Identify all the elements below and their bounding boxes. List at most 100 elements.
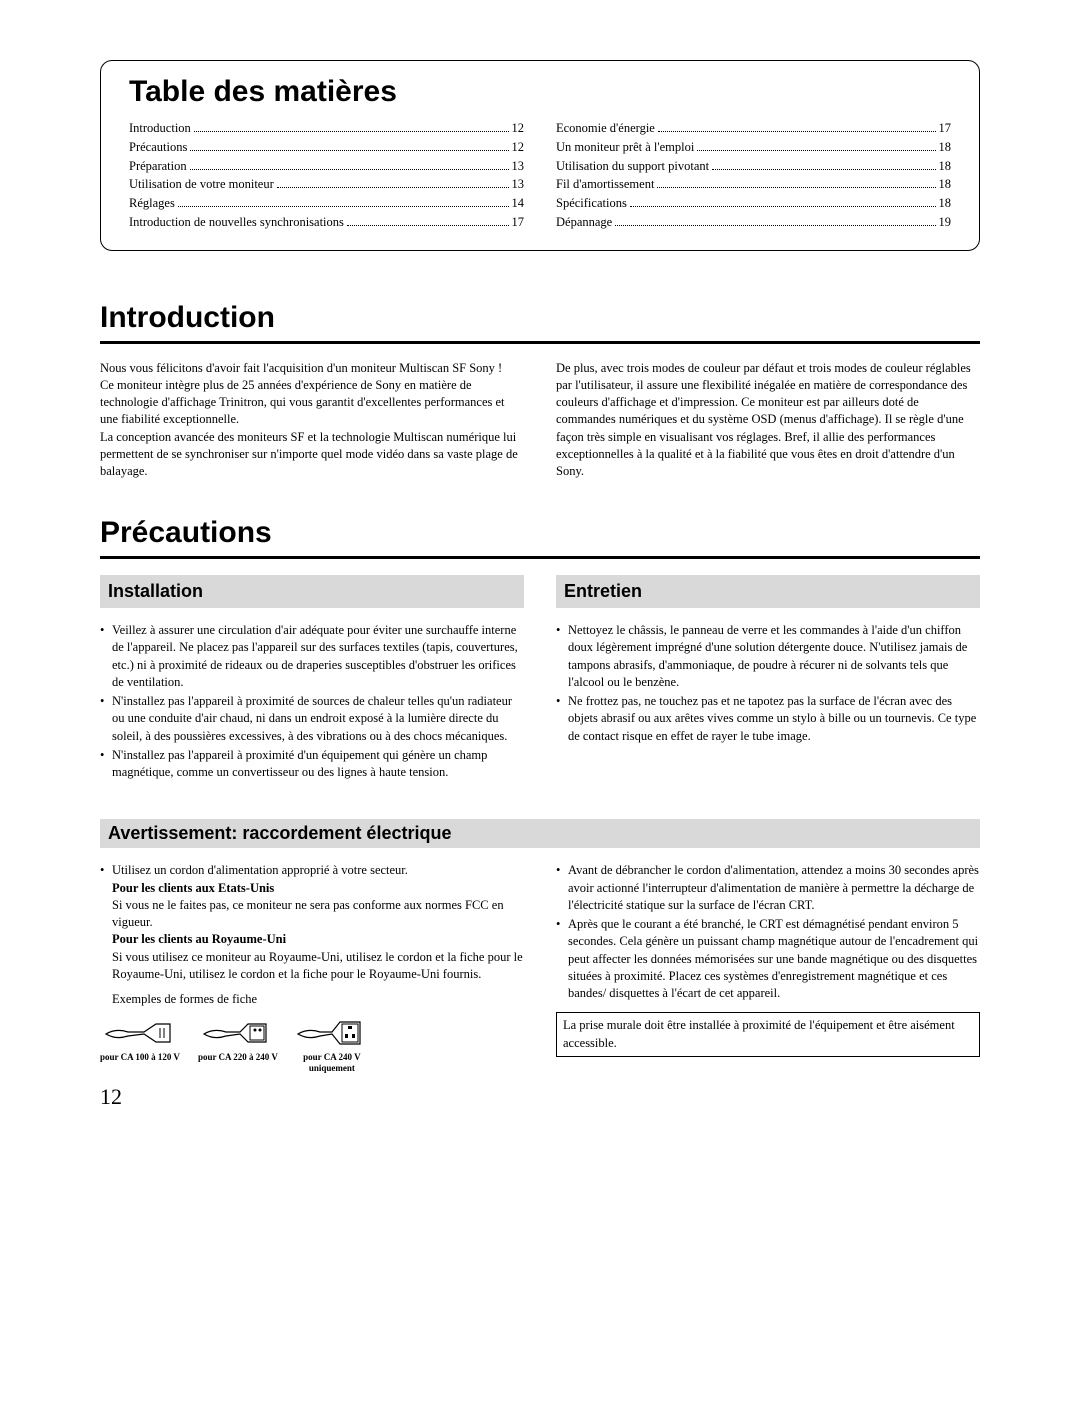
- toc-label: Fil d'amortissement: [556, 175, 654, 194]
- precautions-section: Précautions Installation Veillez à assur…: [100, 516, 980, 783]
- entretien-list: Nettoyez le châssis, le panneau de verre…: [556, 622, 980, 745]
- plug-icon: [104, 1014, 176, 1050]
- toc-title: Table des matières: [129, 75, 951, 109]
- avertissement-section: Avertissement: raccordement électrique U…: [100, 819, 980, 1074]
- toc-dots: [630, 197, 936, 207]
- toc-row: Un moniteur prêt à l'emploi 18: [556, 138, 951, 157]
- intro-left: Nous vous félicitons d'avoir fait l'acqu…: [100, 360, 524, 481]
- plug-icon: [202, 1014, 274, 1050]
- toc-page: 18: [939, 175, 952, 194]
- toc-dots: [697, 141, 935, 151]
- avert-bullet: Utilisez un cordon d'alimentation approp…: [100, 862, 524, 983]
- toc-col-right: Economie d'énergie17Un moniteur prêt à l…: [556, 119, 951, 232]
- toc-page: 18: [939, 194, 952, 213]
- toc-page: 13: [512, 157, 525, 176]
- toc-label: Spécifications: [556, 194, 627, 213]
- toc-page: 19: [939, 213, 952, 232]
- divider: [100, 556, 980, 559]
- toc-row: Réglages 14: [129, 194, 524, 213]
- plug-item-1: pour CA 100 à 120 V: [100, 1014, 180, 1074]
- toc-row: Fil d'amortissement 18: [556, 175, 951, 194]
- toc-label: Réglages: [129, 194, 175, 213]
- toc-dots: [190, 141, 508, 151]
- us-bold: Pour les clients aux Etats-Unis: [112, 881, 274, 895]
- introduction-section: Introduction Nous vous félicitons d'avoi…: [100, 301, 980, 481]
- toc-dots: [615, 216, 935, 226]
- uk-text: Si vous utilisez ce moniteur au Royaume-…: [112, 950, 523, 981]
- avert-left: Utilisez un cordon d'alimentation approp…: [100, 862, 524, 1074]
- toc-dots: [190, 160, 509, 170]
- list-item: Ne frottez pas, ne touchez pas et ne tap…: [556, 693, 980, 745]
- plug-icon: [296, 1014, 368, 1050]
- toc-dots: [178, 197, 509, 207]
- toc-page: 17: [939, 119, 952, 138]
- plug-item-3: pour CA 240 V uniquement: [296, 1014, 368, 1074]
- toc-page: 18: [939, 138, 952, 157]
- toc-page: 12: [512, 119, 525, 138]
- page-number: 12: [100, 1084, 980, 1110]
- divider: [100, 341, 980, 344]
- avert-columns: Utilisez un cordon d'alimentation approp…: [100, 862, 980, 1074]
- introduction-heading: Introduction: [100, 301, 980, 335]
- installation-col: Installation Veillez à assurer une circu…: [100, 575, 524, 783]
- entretien-header: Entretien: [556, 575, 980, 608]
- toc-dots: [194, 122, 509, 132]
- list-item: N'installez pas l'appareil à proximité d…: [100, 747, 524, 782]
- plug-label-1: pour CA 100 à 120 V: [100, 1052, 180, 1062]
- toc-dots: [658, 122, 936, 132]
- list-item: Veillez à assurer une circulation d'air …: [100, 622, 524, 691]
- installation-list: Veillez à assurer une circulation d'air …: [100, 622, 524, 781]
- intro-right: De plus, avec trois modes de couleur par…: [556, 360, 980, 481]
- toc-row: Préparation 13: [129, 157, 524, 176]
- uk-bold: Pour les clients au Royaume-Uni: [112, 932, 286, 946]
- plug-label-3a: pour CA 240 V: [303, 1052, 360, 1062]
- plug-row: pour CA 100 à 120 V pour CA 220 à 240 V: [100, 1014, 524, 1074]
- toc-label: Utilisation du support pivotant: [556, 157, 709, 176]
- plug-examples-label: Exemples de formes de fiche: [112, 991, 524, 1008]
- toc-label: Utilisation de votre moniteur: [129, 175, 274, 194]
- toc-label: Un moniteur prêt à l'emploi: [556, 138, 694, 157]
- list-item: N'installez pas l'appareil à proximité d…: [100, 693, 524, 745]
- toc-dots: [657, 178, 935, 188]
- plug-item-2: pour CA 220 à 240 V: [198, 1014, 278, 1074]
- list-item: Avant de débrancher le cordon d'alimenta…: [556, 862, 980, 914]
- toc-dots: [347, 216, 509, 226]
- intro-right-text: De plus, avec trois modes de couleur par…: [556, 360, 980, 481]
- toc-page: 14: [512, 194, 525, 213]
- toc-label: Economie d'énergie: [556, 119, 655, 138]
- avert-left-list: Utilisez un cordon d'alimentation approp…: [100, 862, 524, 983]
- avert-right-list: Avant de débrancher le cordon d'alimenta…: [556, 862, 980, 1002]
- toc-row: Spécifications 18: [556, 194, 951, 213]
- avertissement-header: Avertissement: raccordement électrique: [100, 819, 980, 848]
- precautions-columns: Installation Veillez à assurer une circu…: [100, 575, 980, 783]
- toc-row: Utilisation du support pivotant 18: [556, 157, 951, 176]
- toc-page: 17: [512, 213, 525, 232]
- plug-label-3b: uniquement: [309, 1063, 355, 1073]
- toc-label: Préparation: [129, 157, 187, 176]
- toc-row: Précautions 12: [129, 138, 524, 157]
- intro-left-text: Nous vous félicitons d'avoir fait l'acqu…: [100, 360, 524, 481]
- precautions-heading: Précautions: [100, 516, 980, 550]
- toc-row: Utilisation de votre moniteur13: [129, 175, 524, 194]
- toc-page: 18: [939, 157, 952, 176]
- toc-label: Introduction: [129, 119, 191, 138]
- toc-label: Dépannage: [556, 213, 612, 232]
- toc-label: Introduction de nouvelles synchronisatio…: [129, 213, 344, 232]
- toc-dots: [277, 178, 509, 188]
- list-item: Nettoyez le châssis, le panneau de verre…: [556, 622, 980, 691]
- avert-right: Avant de débrancher le cordon d'alimenta…: [556, 862, 980, 1074]
- note-box: La prise murale doit être installée à pr…: [556, 1012, 980, 1057]
- intro-columns: Nous vous félicitons d'avoir fait l'acqu…: [100, 360, 980, 481]
- entretien-col: Entretien Nettoyez le châssis, le pannea…: [556, 575, 980, 783]
- avert-bullet-text: Utilisez un cordon d'alimentation approp…: [112, 863, 408, 877]
- toc-row: Introduction de nouvelles synchronisatio…: [129, 213, 524, 232]
- toc-row: Economie d'énergie 17: [556, 119, 951, 138]
- toc-page: 12: [512, 138, 525, 157]
- list-item: Après que le courant a été branché, le C…: [556, 916, 980, 1002]
- toc-box: Table des matières Introduction12Précaut…: [100, 60, 980, 251]
- us-text: Si vous ne le faites pas, ce moniteur ne…: [112, 898, 504, 929]
- installation-header: Installation: [100, 575, 524, 608]
- toc-columns: Introduction 12 Précautions 12 Préparation 13…: [129, 119, 951, 232]
- toc-label: Précautions: [129, 138, 187, 157]
- toc-dots: [712, 160, 935, 170]
